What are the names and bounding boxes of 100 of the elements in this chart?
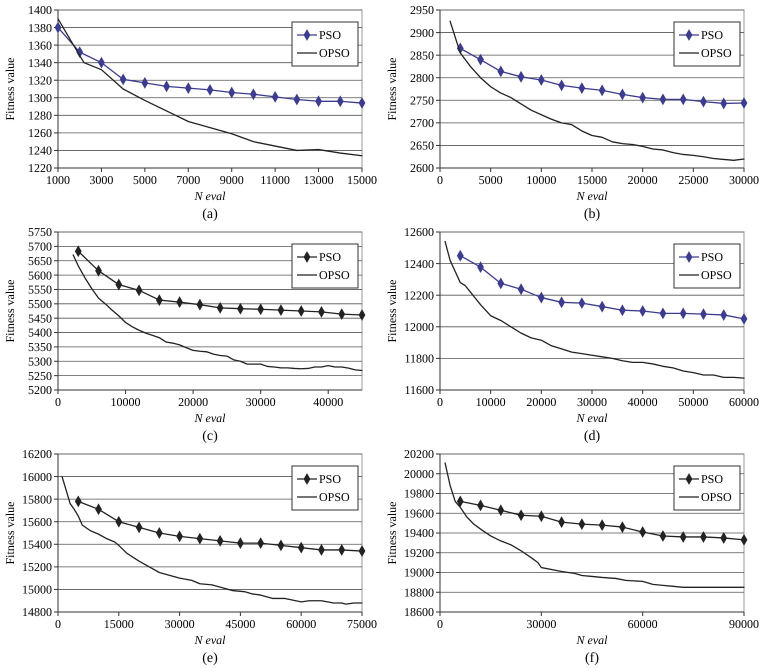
legend-label: PSO xyxy=(319,28,342,42)
x-tick-label: 10000 xyxy=(476,395,506,409)
y-tick-label: 1280 xyxy=(28,108,52,123)
x-tick-label: 20000 xyxy=(178,395,208,409)
y-tick-label: 20000 xyxy=(404,466,434,481)
legend-label: PSO xyxy=(701,472,724,486)
y-tick-label: 1260 xyxy=(28,126,52,140)
x-tick-label: 90000 xyxy=(729,617,759,631)
y-tick-label: 2800 xyxy=(410,70,434,85)
y-axis-title: Fitness value xyxy=(385,502,399,564)
x-tick-label: 0 xyxy=(437,617,443,631)
line-series xyxy=(444,240,745,379)
x-tick-label: 30000 xyxy=(246,395,276,409)
text: (b) xyxy=(584,207,600,222)
x-tick-label: 60000 xyxy=(286,617,316,631)
x-tick-label: 20000 xyxy=(526,395,556,409)
y-tick-label: 19800 xyxy=(404,486,434,501)
text: (e) xyxy=(202,651,218,666)
y-tick-label: 5200 xyxy=(28,383,52,398)
x-tick-label: 1000 xyxy=(46,173,70,187)
y-tick-label: 5750 xyxy=(28,225,52,240)
y-tick-label: 1220 xyxy=(28,161,52,176)
x-tick-label: 5000 xyxy=(132,173,157,187)
y-tick-label: 2900 xyxy=(410,26,434,40)
x-tick-label: 10000 xyxy=(526,173,556,187)
y-tick-label: 2850 xyxy=(410,48,434,62)
legend-label: OPSO xyxy=(701,46,732,60)
x-axis-title: N eval xyxy=(576,633,608,647)
y-tick-label: 12000 xyxy=(404,320,434,334)
x-tick-label: 30000 xyxy=(577,395,607,409)
x-tick-label: 30000 xyxy=(729,173,759,187)
y-tick-label: 5450 xyxy=(28,311,52,326)
x-tick-label: 25000 xyxy=(678,173,708,187)
x-tick-label: 40000 xyxy=(628,395,658,409)
x-tick-label: 11000 xyxy=(260,173,290,187)
x-axis-title: N eval xyxy=(576,189,608,203)
y-tick-label: 16000 xyxy=(22,470,52,484)
x-tick-label: 20000 xyxy=(628,173,658,187)
y-tick-label: 2600 xyxy=(410,161,434,176)
y-axis-title: Fitness value xyxy=(3,280,17,342)
y-tick-label: 5300 xyxy=(28,354,52,368)
x-tick-label: 13000 xyxy=(304,173,334,187)
y-tick-label: 1380 xyxy=(28,20,52,35)
y-tick-label: 12200 xyxy=(404,288,434,302)
x-tick-label: 0 xyxy=(437,395,443,409)
x-tick-label: 15000 xyxy=(104,617,134,631)
x-tick-label: 0 xyxy=(437,173,443,187)
x-axis-title: N eval xyxy=(194,411,226,425)
line-series xyxy=(72,254,363,372)
legend-label: OPSO xyxy=(319,268,350,282)
x-tick-label: 15000 xyxy=(347,173,377,187)
line-series xyxy=(444,462,745,588)
y-tick-label: 2950 xyxy=(410,3,434,18)
legend-label: PSO xyxy=(701,28,724,42)
y-tick-label: 5700 xyxy=(28,240,52,254)
y-tick-label: 2650 xyxy=(410,138,434,153)
legend-label: PSO xyxy=(701,250,724,264)
x-axis-title: N eval xyxy=(194,633,226,647)
y-tick-label: 1400 xyxy=(28,3,52,18)
y-tick-label: 5600 xyxy=(28,268,52,282)
text: (c) xyxy=(202,429,218,444)
text: (f) xyxy=(585,651,600,666)
y-tick-label: 5650 xyxy=(28,254,52,268)
y-tick-label: 5250 xyxy=(28,368,52,383)
y-tick-label: 2750 xyxy=(410,93,434,108)
x-tick-label: 30000 xyxy=(526,617,556,631)
x-tick-label: 7000 xyxy=(176,173,200,187)
y-tick-label: 1320 xyxy=(28,73,52,88)
x-tick-label: 5000 xyxy=(478,173,503,187)
y-tick-label: 1360 xyxy=(28,38,52,52)
y-tick-label: 11600 xyxy=(404,383,434,398)
legend-label: OPSO xyxy=(701,490,732,504)
line-series xyxy=(61,476,363,605)
text: (a) xyxy=(202,207,218,222)
x-tick-label: 3000 xyxy=(89,173,114,187)
x-tick-label: 0 xyxy=(55,395,61,409)
y-tick-label: 20200 xyxy=(404,447,434,462)
line-series xyxy=(57,18,363,156)
text: (d) xyxy=(584,429,600,444)
y-tick-label: 5400 xyxy=(28,326,52,340)
y-tick-label: 15000 xyxy=(22,582,52,597)
y-tick-label: 15400 xyxy=(22,537,52,552)
x-tick-label: 75000 xyxy=(347,617,377,631)
line-series xyxy=(449,20,745,161)
x-tick-label: 45000 xyxy=(225,617,256,631)
y-tick-label: 2700 xyxy=(410,116,434,130)
x-tick-label: 30000 xyxy=(164,617,195,631)
y-tick-label: 14800 xyxy=(22,605,52,620)
y-tick-label: 5500 xyxy=(28,297,52,312)
y-tick-label: 1340 xyxy=(28,56,52,70)
x-tick-label: 0 xyxy=(55,617,61,631)
y-tick-label: 19000 xyxy=(404,566,434,580)
x-tick-label: 40000 xyxy=(313,395,344,409)
y-axis-title: Fitness value xyxy=(3,502,17,564)
y-tick-label: 16200 xyxy=(22,447,52,462)
legend-label: PSO xyxy=(319,250,342,264)
x-tick-label: 9000 xyxy=(220,173,244,187)
legend-label: PSO xyxy=(319,472,342,486)
y-tick-label: 12600 xyxy=(404,225,434,240)
x-tick-label: 10000 xyxy=(110,395,141,409)
